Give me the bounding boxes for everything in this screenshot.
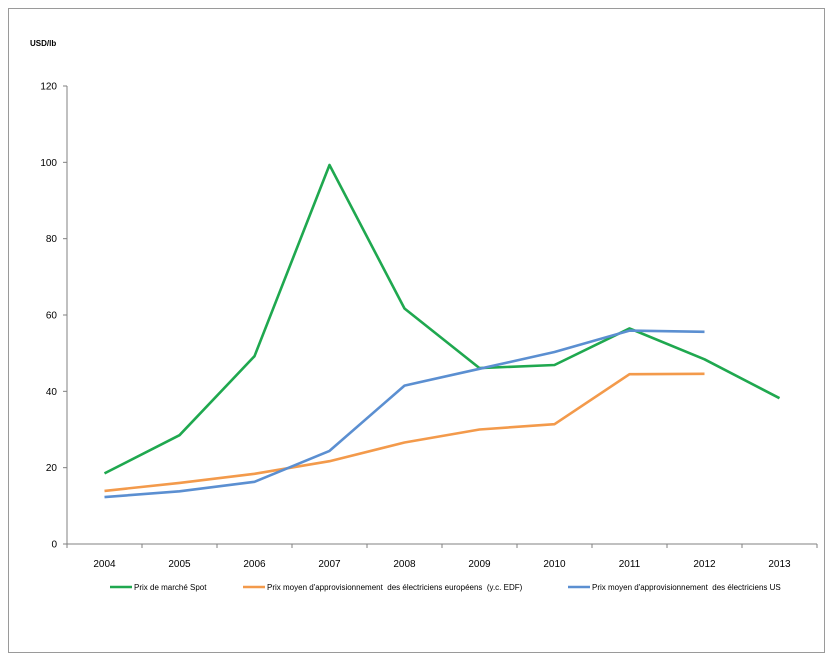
y-axis-unit-label: USD/lb <box>30 39 56 48</box>
y-tick-label: 40 <box>46 387 58 398</box>
series-line-3 <box>104 329 705 499</box>
y-tick-label: 80 <box>46 234 58 245</box>
x-axis-ticks: 2004 2005 2006 2007 2008 2009 2010 2011 2012 2013 <box>66 544 818 570</box>
x-tick-label: 2008 <box>393 559 416 570</box>
series-line-2 <box>104 372 705 493</box>
y-tick-label: 60 <box>46 311 58 322</box>
axes <box>66 86 817 545</box>
y-tick-label: 20 <box>46 463 58 474</box>
x-tick-label: 2012 <box>693 559 716 570</box>
series-lines <box>103 163 781 499</box>
legend-label-1: Prix de marché Spot <box>134 583 207 592</box>
y-tick-label: 120 <box>40 82 57 93</box>
x-tick-label: 2011 <box>619 559 641 570</box>
y-tick-label: 100 <box>40 158 57 169</box>
x-tick-label: 2006 <box>243 559 266 570</box>
x-tick-label: 2004 <box>93 559 116 570</box>
y-axis-ticks: 0 20 40 60 80 100 120 <box>40 82 67 551</box>
legend-label-3: Prix moyen d'approvisionnement des élect… <box>592 583 781 592</box>
y-tick-label: 0 <box>51 540 57 551</box>
legend-label-2: Prix moyen d'approvisionnement des élect… <box>267 583 523 592</box>
x-tick-label: 2009 <box>468 559 491 570</box>
x-tick-label: 2005 <box>168 559 191 570</box>
x-tick-label: 2013 <box>768 559 791 570</box>
legend: Prix de marché Spot Prix moyen d'approvis… <box>110 583 781 592</box>
x-tick-label: 2010 <box>543 559 566 570</box>
series-line-1 <box>103 163 781 475</box>
x-tick-label: 2007 <box>318 559 341 570</box>
